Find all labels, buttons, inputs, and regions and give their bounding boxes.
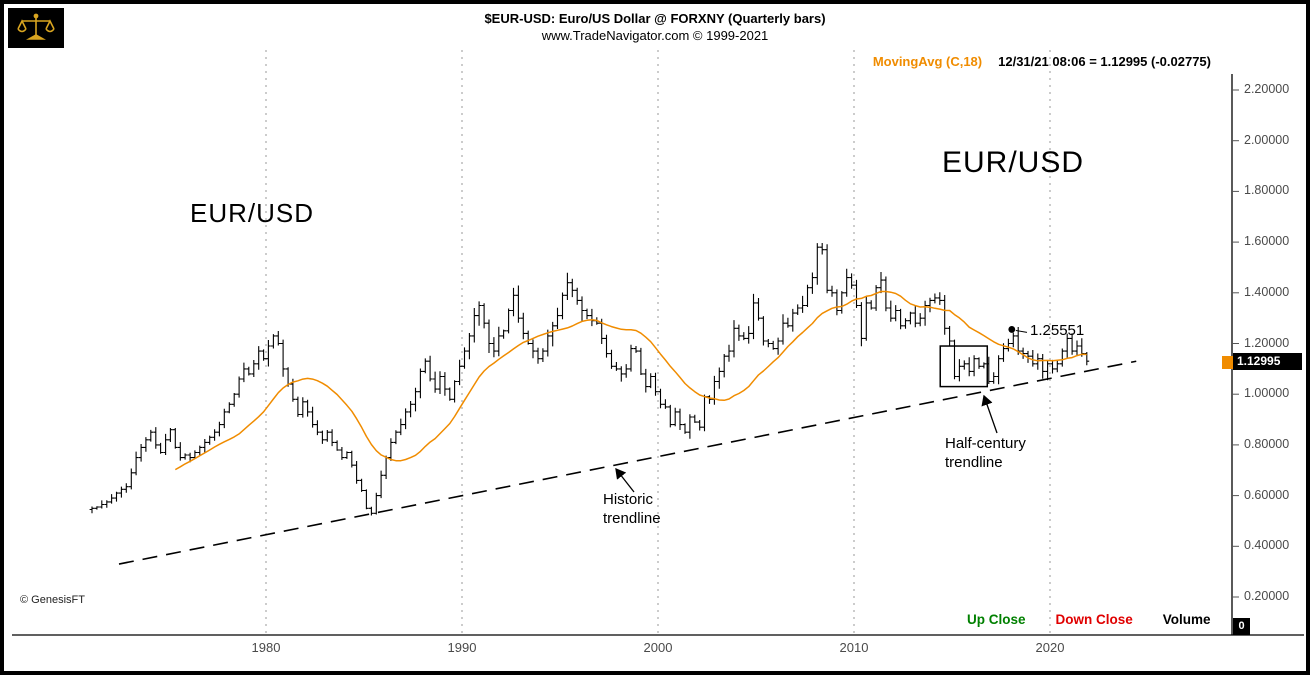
price-tick-label: 0.60000	[1244, 487, 1290, 502]
price-tick-label: 0.40000	[1244, 538, 1290, 553]
half-century-trendline-label: Half-century trendline	[945, 435, 1026, 471]
genesis-logo	[8, 8, 64, 48]
price-chart-plot[interactable]	[4, 4, 1310, 675]
legend-volume: Volume	[1162, 612, 1211, 627]
historic-trendline-label: Historic trendline	[603, 491, 661, 527]
high-price-marker-label: 1.25551	[1030, 322, 1085, 339]
genesis-watermark: © GenesisFT	[20, 594, 85, 606]
ma-value-chip	[1222, 356, 1233, 369]
last-quote-text: 12/31/21 08:06 = 1.12995 (-0.02775)	[998, 54, 1211, 69]
price-tick-label: 0.20000	[1244, 589, 1290, 603]
price-tick-label: 1.60000	[1244, 234, 1290, 249]
symbol-label-left: EUR/USD	[190, 198, 315, 228]
year-tick-label: 2000	[643, 640, 673, 655]
volume-value-box: 0	[1233, 618, 1250, 635]
legend-down-close: Down Close	[1055, 612, 1133, 627]
price-tick-label: 1.40000	[1244, 284, 1290, 299]
year-tick-label: 2010	[839, 640, 869, 655]
year-tick-label: 1990	[447, 640, 477, 655]
current-price-box: 1.12995	[1233, 353, 1302, 370]
price-tick-label: 1.00000	[1244, 386, 1290, 401]
year-tick-label: 1980	[251, 640, 281, 655]
quote-line: MovingAvg (C,18) 12/31/21 08:06 = 1.12995…	[873, 54, 1211, 69]
chart-title: $EUR-USD: Euro/US Dollar @ FORXNY (Quart…	[484, 11, 826, 26]
price-tick-label: 2.20000	[1244, 82, 1290, 96]
symbol-label-right: EUR/USD	[942, 146, 1085, 179]
year-tick-label: 2020	[1035, 640, 1065, 655]
chart-subtitle: www.TradeNavigator.com © 1999-2021	[541, 28, 769, 43]
chart-legend: Up Close Down Close Volume	[967, 612, 1211, 627]
price-tick-label: 1.20000	[1244, 335, 1290, 350]
price-tick-label: 1.80000	[1244, 183, 1290, 198]
price-tick-label: 2.00000	[1244, 132, 1290, 147]
price-tick-label: 0.80000	[1244, 436, 1290, 451]
scales-icon	[17, 13, 55, 40]
legend-up-close: Up Close	[967, 612, 1026, 627]
moving-average-label[interactable]: MovingAvg (C,18)	[872, 54, 983, 69]
